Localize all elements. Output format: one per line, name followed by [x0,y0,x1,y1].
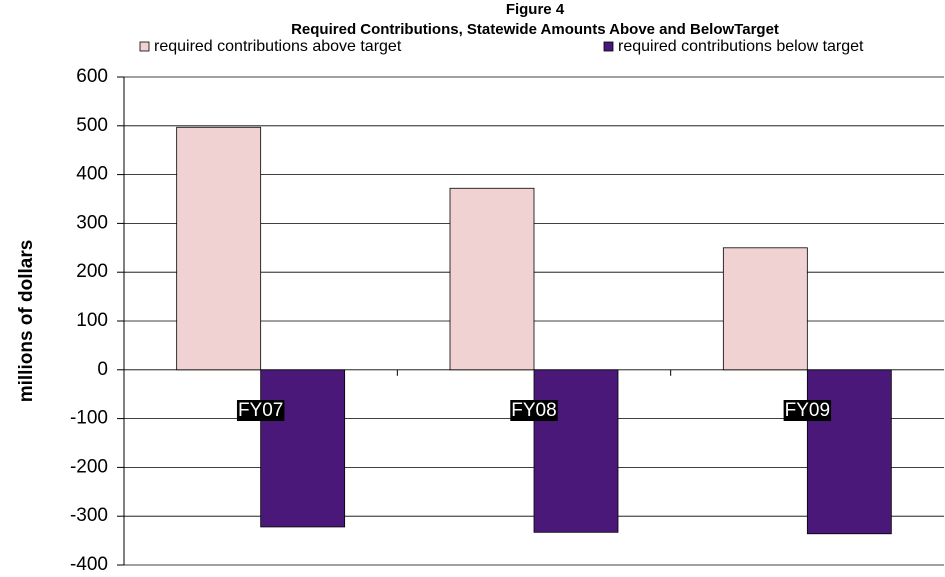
legend-swatch [603,41,614,52]
y-axis-label: millions of dollars [16,240,37,403]
chart-subtitle: Required Contributions, Statewide Amount… [291,21,779,38]
bar [722,247,808,371]
x-label-bg [510,400,558,422]
legend-swatch [139,41,150,52]
y-tick-label: 300 [76,212,108,233]
bar [806,369,892,535]
bar [260,369,346,528]
bar [449,187,535,371]
x-label-bg [783,400,832,422]
y-tick-label: -100 [70,408,108,429]
y-tick-label: 600 [76,66,108,87]
x-label-bg [236,400,285,422]
x-tick-label: FY09 [785,400,830,421]
bar [176,126,262,371]
y-tick-label: 200 [76,261,108,282]
y-tick-label: -300 [70,505,108,526]
x-tick-label: FY07 [238,400,283,421]
y-tick-label: -200 [70,456,108,477]
y-tick-label: 400 [76,164,108,185]
legend-label: required contributions below target [618,38,864,55]
y-tick-label: 100 [76,310,108,331]
y-tick-label: -400 [70,554,108,575]
y-tick-label: 0 [97,359,108,380]
y-tick-label: 500 [76,115,108,136]
x-tick-label: FY08 [511,400,556,421]
legend-label: required contributions above target [154,38,402,55]
chart-title: Figure 4 [506,1,565,18]
bar [533,369,619,533]
